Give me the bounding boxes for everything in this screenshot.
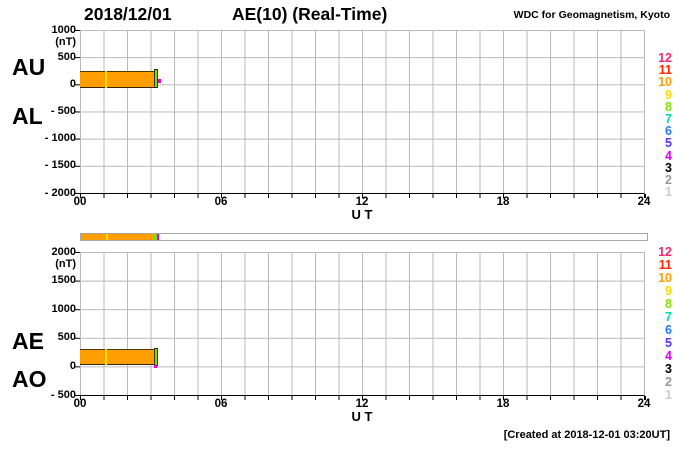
station-count-value: 4	[665, 148, 672, 163]
ytick-label: 500	[57, 50, 76, 63]
lower-panel-plot-area	[80, 252, 645, 396]
au-axis-label: AU	[12, 54, 46, 80]
station-count-value: 7	[665, 310, 672, 324]
coverage-green-segment	[154, 234, 157, 240]
x-axis-title: U T	[351, 409, 373, 424]
nine-station-minute-mark	[105, 71, 107, 88]
upper-y-axis-ticks	[75, 30, 80, 194]
station-count-value: 5	[665, 136, 672, 151]
page-title: AE(10) (Real-Time)	[232, 4, 388, 24]
station-coverage-bar	[80, 233, 648, 241]
station-count-value: 7	[665, 111, 672, 126]
lower-x-axis-ticks	[80, 396, 646, 400]
ytick-label: - 1000	[44, 132, 76, 145]
station-count-value: 12	[658, 245, 672, 259]
upper-x-axis-ticks	[80, 194, 646, 198]
station-count-value: 6	[665, 323, 672, 337]
xtick-label: 00	[73, 196, 87, 208]
coverage-orange-segment	[81, 234, 154, 240]
xtick-label: 24	[637, 196, 651, 208]
coverage-magenta-segment	[157, 234, 159, 240]
lower-y-axis-ticks	[75, 252, 80, 396]
station-count-value: 3	[665, 362, 672, 376]
xtick-label: 12	[355, 398, 369, 410]
xtick-label: 18	[496, 398, 510, 410]
station-count-value: 9	[665, 87, 672, 102]
latest-point-marker	[158, 79, 161, 83]
latest-data-segment	[154, 348, 158, 366]
ytick-label: 0	[69, 77, 76, 90]
station-count-value: 10	[658, 75, 672, 90]
ytick-label: 1000	[51, 23, 76, 36]
xtick-label: 06	[214, 398, 228, 410]
source-label: WDC for Geomagnetism, Kyoto	[513, 9, 670, 21]
station-count-value: 4	[665, 349, 672, 363]
ytick-label: - 500	[50, 105, 76, 117]
date-label: 2018/12/01	[84, 4, 172, 24]
xtick-label: 06	[214, 196, 228, 208]
station-count-legend-lower: 12 11 10 9 8 7 6 5 4 3 2 1	[658, 246, 672, 402]
station-count-value: 2	[665, 375, 672, 389]
xtick-label: 12	[355, 196, 369, 208]
ae-ao-data-band	[80, 349, 154, 365]
au-al-data-band	[80, 71, 154, 88]
ytick-label: - 500	[50, 388, 76, 401]
station-count-value: 8	[665, 297, 672, 311]
coverage-yellow-segment	[106, 234, 108, 240]
unit-label: (nT)	[55, 35, 76, 48]
nine-station-minute-mark	[105, 349, 107, 365]
ytick-label: 0	[69, 359, 76, 372]
station-count-value: 11	[658, 258, 672, 272]
upper-panel-plot-area	[80, 30, 645, 194]
x-axis-title: U T	[351, 207, 373, 222]
station-count-value: 5	[665, 336, 672, 350]
station-count-value: 11	[658, 63, 672, 78]
al-axis-label: AL	[12, 103, 43, 129]
ytick-label: 1000	[51, 302, 76, 315]
station-count-value: 1	[665, 388, 672, 402]
created-at-label: [Created at 2018-12-01 03:20UT]	[503, 429, 670, 441]
ytick-label: 500	[57, 331, 76, 344]
xtick-label: 00	[73, 398, 87, 410]
unit-label: (nT)	[55, 257, 76, 270]
station-count-value: 9	[665, 284, 672, 298]
ytick-label: 2000	[51, 245, 76, 258]
xtick-label: 18	[496, 196, 510, 208]
station-count-value: 12	[658, 51, 672, 65]
station-count-value: 8	[665, 99, 672, 114]
ytick-label: 1500	[51, 274, 76, 287]
station-count-value: 2	[665, 172, 672, 187]
ytick-label: - 1500	[44, 159, 76, 172]
station-count-legend-upper: 12 11 10 9 8 7 6 5 4 3 2 1	[658, 51, 672, 200]
xtick-label: 24	[637, 398, 651, 410]
ao-axis-label: AO	[12, 366, 47, 392]
station-count-value: 6	[665, 124, 672, 139]
ae-axis-label: AE	[12, 328, 44, 354]
latest-data-segment	[154, 69, 158, 88]
latest-point-marker	[154, 365, 157, 368]
ytick-label: - 2000	[44, 186, 76, 199]
station-count-value: 3	[665, 160, 672, 175]
station-count-value: 1	[665, 185, 672, 200]
station-count-value: 10	[658, 271, 672, 285]
